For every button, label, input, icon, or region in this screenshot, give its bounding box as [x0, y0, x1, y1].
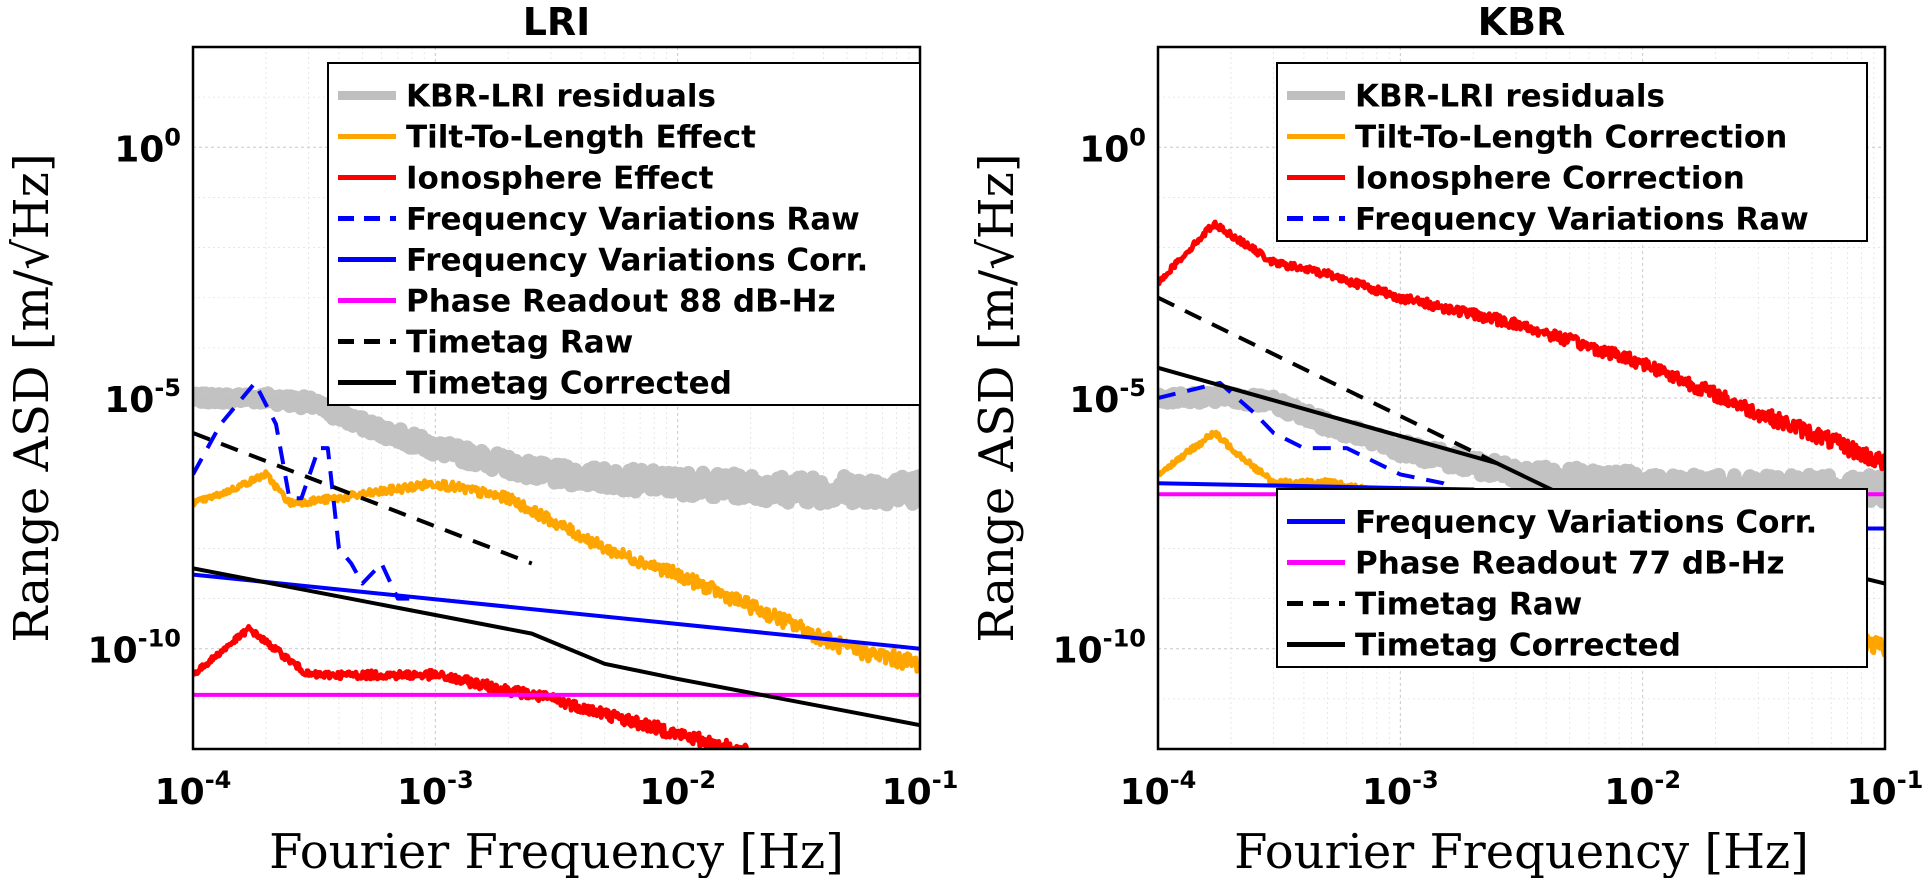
- series-line-timetag-raw: [193, 431, 533, 566]
- legend-label: Tilt-To-Length Effect: [406, 120, 756, 156]
- legend-label: Timetag Raw: [406, 325, 633, 361]
- legend-box: [1276, 62, 1868, 242]
- y-tick-label: 100: [114, 123, 181, 170]
- x-tick-label: 10-1: [882, 766, 959, 813]
- legend-label: Phase Readout 88 dB-Hz: [406, 284, 836, 320]
- series-line-kbr-lri-residuals: [193, 386, 920, 512]
- series-line-timetag-corrected: [193, 566, 920, 728]
- series-line-ionosphere-correction: [1158, 219, 1885, 472]
- legend-label: Timetag Corrected: [406, 366, 732, 402]
- series-group: [193, 380, 920, 749]
- legend-label: Timetag Raw: [1355, 587, 1582, 623]
- y-tick-label: 10-5: [104, 374, 181, 421]
- x-tick-label: 10-3: [397, 766, 474, 813]
- x-tick-label: 10-3: [1362, 766, 1439, 813]
- legend-label: Frequency Variations Corr.: [1355, 505, 1817, 541]
- chart-title: LRI: [523, 0, 591, 44]
- x-tick-label: 10-1: [1847, 766, 1924, 813]
- legend-box: [1276, 488, 1868, 668]
- legend-label: KBR-LRI residuals: [406, 79, 716, 115]
- series-line-ionosphere-effect: [193, 624, 756, 749]
- legend-top-right: KBR-LRI residuals Tilt-To-Length Correcti…: [1276, 62, 1868, 242]
- plot-frame: [1156, 45, 1887, 751]
- legend-label: Frequency Variations Raw: [406, 202, 860, 238]
- chart-title: KBR: [1478, 0, 1566, 44]
- x-tick-label: 10-2: [639, 766, 716, 813]
- series-line-timetag-raw: [1158, 295, 1498, 465]
- series-line-frequency-variations-corr: [193, 572, 920, 651]
- chart-panel-lri: LRI 10-4 10-3 10-2 10-1 100 10-5 10-10 Fourier F…: [4, 0, 958, 878]
- series-line-frequency-variations-raw: [193, 380, 412, 601]
- x-tick-label: 10-4: [155, 766, 232, 813]
- x-tick-label: 10-4: [1120, 766, 1197, 813]
- chart-panel-kbr: KBR 10-4 10-3 10-2 10-1 100 10-5 10-10 Fourier F…: [969, 0, 1923, 878]
- legend-bottom-right: Frequency Variations Corr. Phase Readout …: [1276, 488, 1868, 668]
- x-axis-label: Fourier Frequency [Hz]: [269, 824, 844, 878]
- legend-box: [327, 62, 921, 406]
- y-axis-label: Range ASD [m/√Hz]: [4, 153, 60, 642]
- legend-label: KBR-LRI residuals: [1355, 79, 1665, 115]
- legend-label: Tilt-To-Length Correction: [1355, 120, 1787, 156]
- legend-label: Ionosphere Effect: [406, 161, 714, 197]
- legend-label: Timetag Corrected: [1355, 628, 1681, 664]
- x-axis-label: Fourier Frequency [Hz]: [1234, 824, 1809, 878]
- y-tick-label: 10-5: [1069, 374, 1146, 421]
- legend-label: Frequency Variations Raw: [1355, 202, 1809, 238]
- legend-label: Frequency Variations Corr.: [406, 243, 868, 279]
- series-line-frequency-variations-raw: [1158, 380, 1475, 501]
- series-line-tilt-to-length-effect: [193, 469, 920, 674]
- y-tick-label: 100: [1079, 123, 1146, 170]
- y-tick-label: 10-10: [88, 625, 181, 672]
- legend-top-right: KBR-LRI residuals Tilt-To-Length Effect Io…: [327, 62, 921, 406]
- legend-label: Phase Readout 77 dB-Hz: [1355, 546, 1785, 582]
- y-tick-label: 10-10: [1053, 625, 1146, 672]
- x-tick-label: 10-2: [1604, 766, 1681, 813]
- y-axis-label: Range ASD [m/√Hz]: [969, 153, 1025, 642]
- legend-label: Ionosphere Correction: [1355, 161, 1745, 197]
